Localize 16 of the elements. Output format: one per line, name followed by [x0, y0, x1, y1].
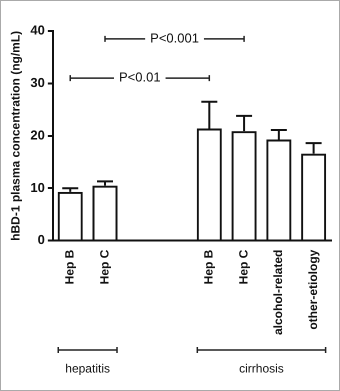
- annotation: P<0.001: [150, 30, 199, 46]
- text: hepatitis: [65, 361, 110, 376]
- y-tick-label: 30: [30, 74, 45, 90]
- y-tick-label: 10: [30, 180, 45, 195]
- y-axis-title: hBD-1 plasma concentration (ng/mL): [8, 30, 23, 241]
- annotation: P<0.01: [118, 70, 161, 85]
- x-tick-label: other-etiology: [306, 249, 320, 330]
- y-tick-label: 40: [30, 22, 45, 38]
- x-tick-label: Hep C: [236, 249, 250, 284]
- text: cirrhosis: [239, 361, 284, 376]
- x-tick-label: Hep B: [202, 249, 216, 284]
- y-tick-label: 0: [38, 232, 45, 248]
- x-tick-label: alcohol-related: [271, 250, 286, 336]
- y-tick-label: 20: [30, 127, 45, 142]
- x-tick-label: Hep B: [62, 249, 77, 284]
- x-tick-label: Hep C: [97, 249, 112, 284]
